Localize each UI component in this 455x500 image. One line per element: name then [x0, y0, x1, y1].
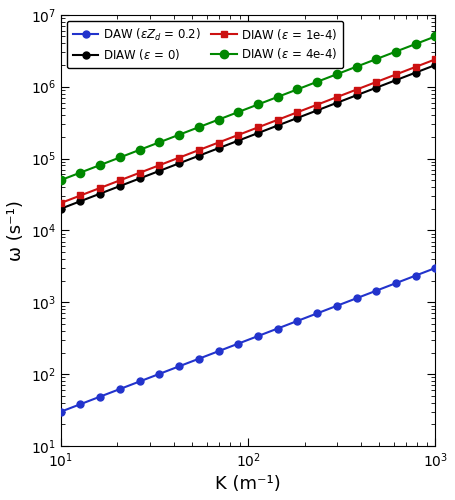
Legend: DAW ($\varepsilon Z_d$ = 0.2), DIAW ($\varepsilon$ = 0), DIAW ($\varepsilon$ = 1: DAW ($\varepsilon Z_d$ = 0.2), DIAW ($\v…: [66, 20, 344, 68]
Y-axis label: ω (s⁻¹): ω (s⁻¹): [7, 200, 25, 261]
X-axis label: K (m⁻¹): K (m⁻¹): [215, 475, 281, 493]
